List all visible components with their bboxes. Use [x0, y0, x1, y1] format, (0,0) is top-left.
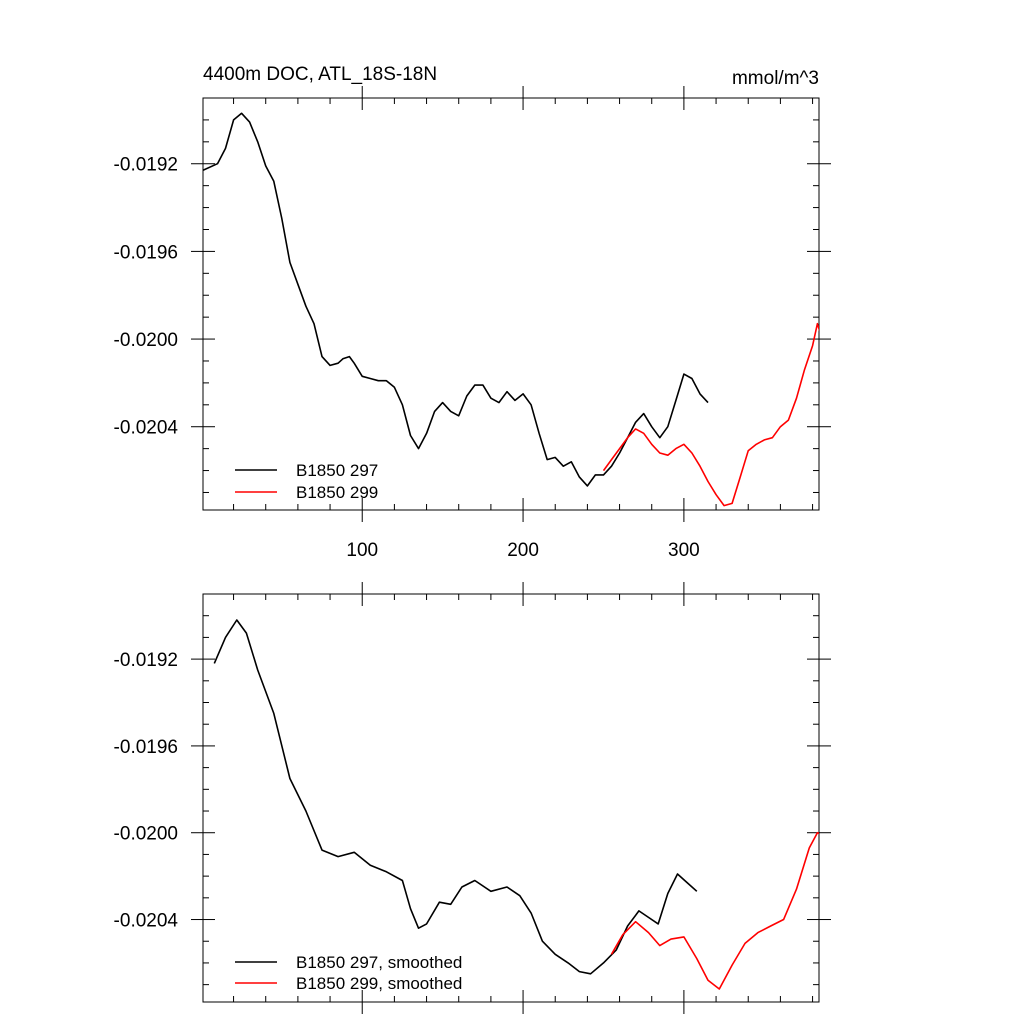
x-tick-label: 100 — [346, 540, 378, 561]
bottom-panel: -0.0192 -0.0196 -0.0200 -0.0204 B1850 297, s… — [114, 582, 831, 1014]
y-tick-label: -0.0196 — [114, 242, 178, 263]
plot-frame — [202, 593, 820, 1003]
series-line-b1850-299 — [602, 322, 819, 507]
legend-label: B1850 299 — [296, 483, 378, 502]
units-label: mmol/m^3 — [732, 68, 819, 89]
top-panel: 100 200 300 -0.0192 -0.0196 -0.0200 -0.0204 440… — [114, 64, 831, 561]
y-tick-label: -0.0200 — [114, 330, 178, 351]
series-line-b1850-297 — [203, 112, 709, 487]
y-tick-label: -0.0204 — [114, 911, 179, 932]
x-tick-label: 300 — [668, 540, 700, 561]
y-tick-label: -0.0192 — [114, 650, 178, 671]
y-tick-label: -0.0196 — [114, 737, 178, 758]
series-line-b1850-299 — [610, 831, 819, 990]
y-tick-label: -0.0204 — [114, 418, 179, 439]
legend-label: B1850 297 — [296, 461, 378, 480]
chart-title: 4400m DOC, ATL_18S-18N — [203, 64, 437, 85]
x-tick-label: 200 — [507, 540, 539, 561]
legend-label: B1850 299, smoothed — [296, 974, 462, 993]
series-line-b1850-297 — [213, 619, 698, 975]
plot-frame — [202, 97, 820, 511]
legend-label: B1850 297, smoothed — [296, 953, 462, 972]
y-tick-label: -0.0200 — [114, 824, 178, 845]
y-tick-label: -0.0192 — [114, 155, 178, 176]
